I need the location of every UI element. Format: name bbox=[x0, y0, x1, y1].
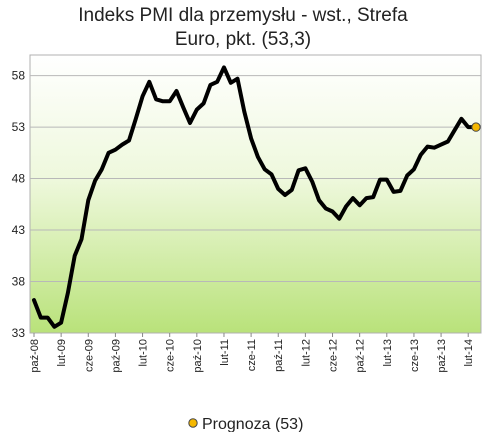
x-tick-label: cze-11 bbox=[246, 339, 258, 371]
x-tick-label: lut-09 bbox=[56, 339, 68, 367]
chart-title-line-2: Euro, pkt. (53,3) bbox=[175, 29, 311, 50]
plot-area bbox=[29, 54, 482, 334]
legend: Prognoza (53) bbox=[188, 416, 303, 432]
x-tick-label: cze-09 bbox=[83, 339, 95, 372]
x-tick-label: lut-10 bbox=[138, 339, 150, 367]
x-tick-label: cze-10 bbox=[165, 339, 177, 372]
x-tick-label: lut-11 bbox=[219, 339, 231, 366]
forecast-point bbox=[471, 122, 481, 132]
y-tick-label: 38 bbox=[12, 275, 26, 289]
x-tick-label: cze-12 bbox=[328, 339, 340, 372]
x-axis: paź-08 lut-09 cze-09 paź-09 lut-10 cze-10 paź-… bbox=[29, 333, 475, 373]
y-tick-label: 48 bbox=[12, 172, 26, 186]
x-tick-label: paź-10 bbox=[192, 339, 204, 373]
y-axis: 33 38 43 48 53 58 bbox=[12, 69, 26, 340]
x-tick-label: lut-14 bbox=[463, 339, 475, 367]
x-tick-label: lut-13 bbox=[382, 339, 394, 367]
x-tick-label: paź-08 bbox=[29, 339, 41, 373]
y-tick-label: 43 bbox=[12, 223, 26, 237]
x-tick-label: paź-09 bbox=[110, 339, 122, 373]
legend-label-forecast: Prognoza (53) bbox=[202, 416, 303, 432]
chart-title-line-1: Indeks PMI dla przemysłu - wst., Strefa bbox=[78, 5, 408, 26]
x-tick-label: paź-12 bbox=[355, 339, 367, 373]
grid-layer bbox=[30, 75, 481, 283]
y-tick-label: 58 bbox=[12, 69, 26, 83]
y-tick-label: 53 bbox=[12, 120, 26, 134]
x-tick-label: lut-12 bbox=[300, 339, 312, 367]
y-tick-label: 33 bbox=[12, 326, 26, 340]
legend-marker-forecast bbox=[188, 418, 198, 428]
x-tick-label: paź-11 bbox=[273, 339, 285, 372]
x-tick-label: paź-13 bbox=[436, 339, 448, 373]
x-tick-label: cze-13 bbox=[409, 339, 421, 372]
series-line-pmi bbox=[32, 65, 477, 329]
series-layer bbox=[32, 65, 481, 329]
